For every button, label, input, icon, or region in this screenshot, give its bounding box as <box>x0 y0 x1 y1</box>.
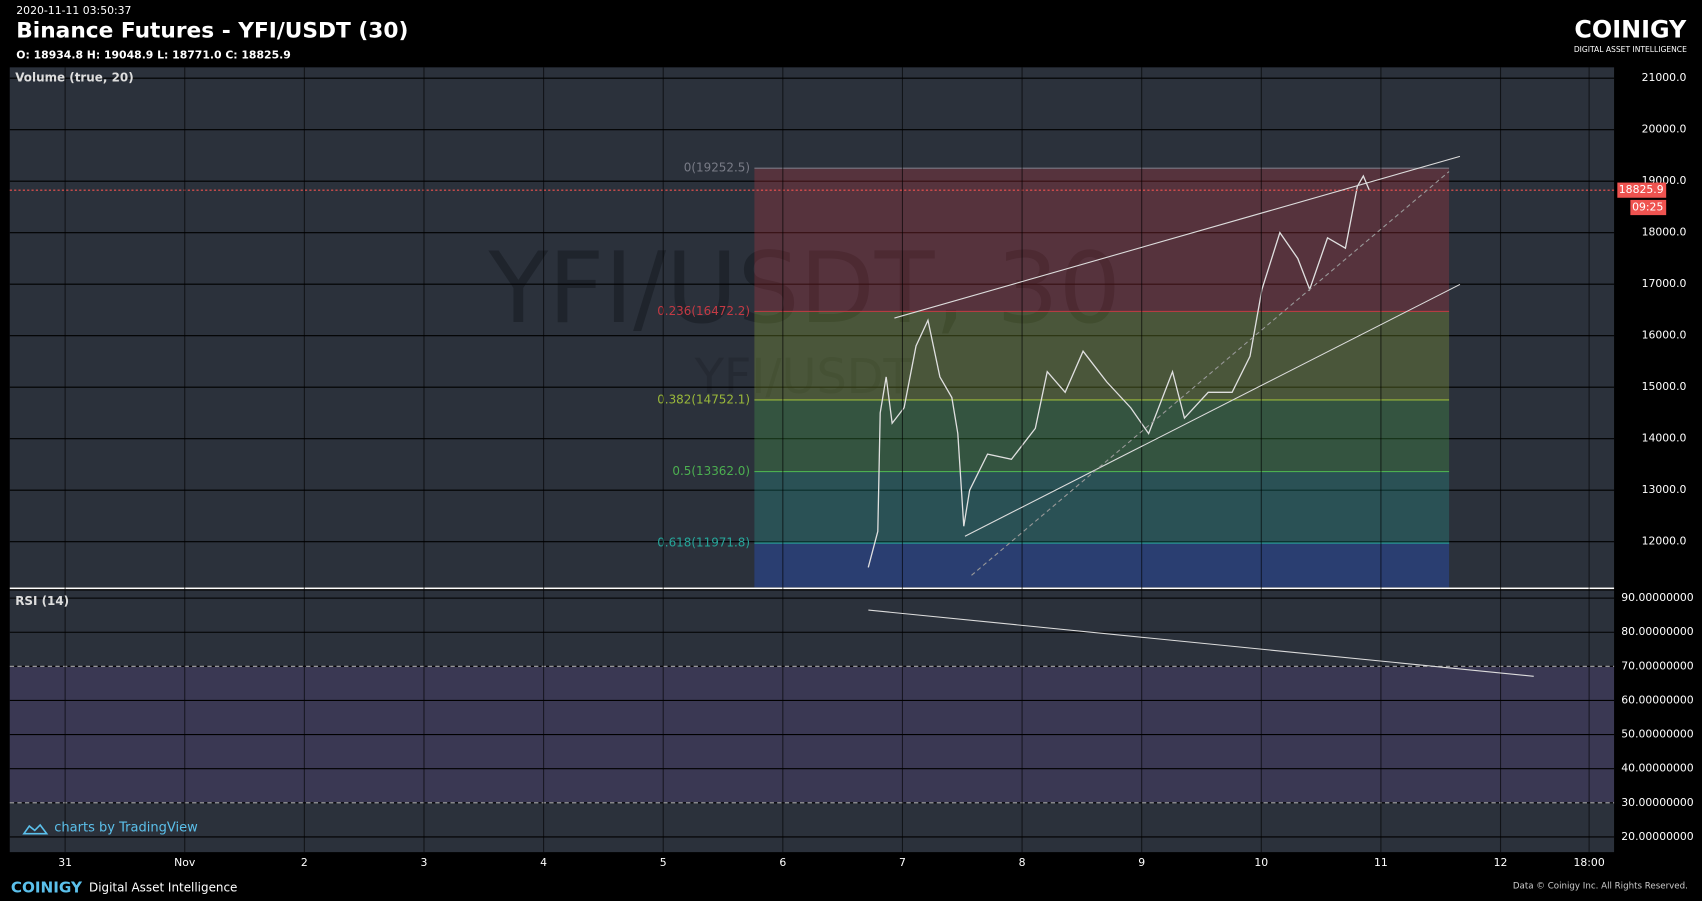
fib-label: 0.382(14752.1) <box>657 392 750 406</box>
x-tick-label: 7 <box>899 856 906 869</box>
logo-tagline: DIGITAL ASSET INTELLIGENCE <box>1574 45 1687 54</box>
rsi-pane <box>9 590 1615 853</box>
attribution[interactable]: charts by TradingView <box>54 821 198 836</box>
fib-zone <box>754 471 1450 544</box>
timestamp: 2020-11-11 03:50:37 <box>16 4 131 17</box>
copyright: Data © Coinigy Inc. All Rights Reserved. <box>1513 881 1688 891</box>
logo-name: COINIGY <box>1574 15 1687 43</box>
rsi-tick-label: 40.00000000 <box>1621 762 1694 775</box>
x-tick-label: 2 <box>301 856 308 869</box>
x-tick-label: 10 <box>1254 856 1268 869</box>
price-tick-label: 16000.0 <box>1642 329 1687 342</box>
rsi-tick-label: 60.00000000 <box>1621 693 1694 706</box>
price-tick-label: 14000.0 <box>1642 432 1687 445</box>
price-tick-label: 20000.0 <box>1642 123 1687 136</box>
price-line <box>867 174 1370 568</box>
rsi-tick-label: 20.00000000 <box>1621 830 1694 843</box>
price-tick-label: 13000.0 <box>1642 483 1687 496</box>
footer-brand: COINIGY <box>11 878 83 896</box>
price-tick-label: 17000.0 <box>1642 277 1687 290</box>
watermark: YFI/USDT, 30 <box>487 232 1120 346</box>
chart-layer: 0(19252.5) 0.236(16472.2) 0.382(14752.1) 0.… <box>9 67 1615 853</box>
trend-line <box>964 283 1461 537</box>
rsi-label: RSI (14) <box>15 594 69 608</box>
rsi-tick-label: 50.00000000 <box>1621 728 1694 741</box>
footer <box>0 873 1702 901</box>
watermark-small: YFI/USDT <box>694 350 914 405</box>
fib-label: 0(19252.5) <box>684 161 750 175</box>
x-tick-label: 9 <box>1138 856 1145 869</box>
fib-label: 0.618(11971.8) <box>657 536 750 550</box>
rsi-tick-label: 30.00000000 <box>1621 796 1694 809</box>
price-tick-label: 15000.0 <box>1642 380 1687 393</box>
price-tick-label: 21000.0 <box>1642 71 1687 84</box>
volume-label: Volume (true, 20) <box>15 71 133 85</box>
x-tick-label: 6 <box>779 856 786 869</box>
x-tick-label: 12 <box>1494 856 1508 869</box>
price-group <box>867 174 1370 568</box>
x-tick-label: 5 <box>660 856 667 869</box>
main-pane <box>9 67 1615 588</box>
x-tick-label: Nov <box>174 856 196 869</box>
price-tick-label: 12000.0 <box>1642 535 1687 548</box>
fib-zone <box>754 399 1450 472</box>
trend-line <box>971 171 1450 576</box>
x-tick-label: 8 <box>1019 856 1026 869</box>
x-tick-label: 31 <box>58 856 72 869</box>
footer-tagline: Digital Asset Intelligence <box>89 880 237 894</box>
rsi-trend-line <box>868 609 1534 677</box>
tradingview-icon <box>22 823 49 835</box>
countdown-box <box>1630 199 1667 216</box>
price-tick-label: 18000.0 <box>1642 226 1687 239</box>
title: Binance Futures - YFI/USDT (30) <box>16 19 408 44</box>
fib-zone <box>754 311 1450 400</box>
x-tick-label: 18:00 <box>1573 856 1604 869</box>
ohlc: O: 18934.8 H: 19048.9 L: 18771.0 C: 1882… <box>16 48 291 61</box>
x-tick-label: 3 <box>421 856 428 869</box>
rsi-tick-label: 70.00000000 <box>1621 659 1694 672</box>
countdown: 09:25 <box>1632 201 1663 214</box>
x-tick-label: 4 <box>540 856 547 869</box>
fib-zone <box>754 543 1450 588</box>
fib-label: 0.236(16472.2) <box>657 304 750 318</box>
fib-label: 0.5(13362.0) <box>672 464 750 478</box>
x-tick-label: 11 <box>1374 856 1388 869</box>
rsi-tick-label: 90.00000000 <box>1621 591 1694 604</box>
last-price-label: 18825.9 <box>1619 183 1664 196</box>
trend-line <box>894 155 1461 319</box>
rsi-tick-label: 80.00000000 <box>1621 625 1694 638</box>
last-price-box <box>1617 182 1667 198</box>
